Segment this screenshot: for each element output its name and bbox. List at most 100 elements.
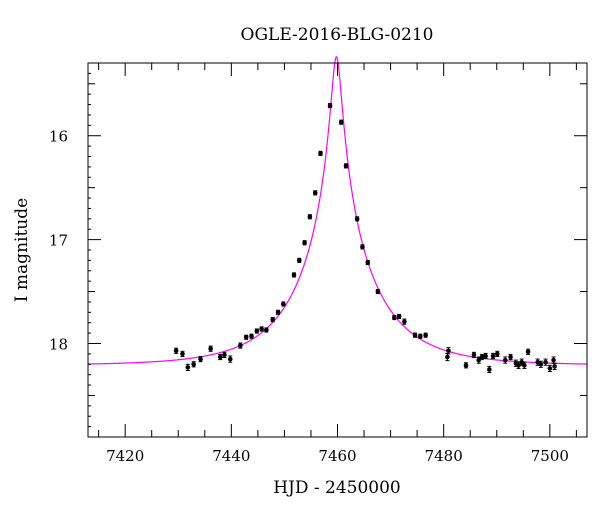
point-marker [338, 119, 344, 125]
data-point [516, 361, 521, 369]
data-point [259, 326, 264, 332]
point-marker [238, 343, 243, 348]
point-marker [423, 332, 428, 338]
data-point [360, 244, 365, 250]
data-point [249, 333, 254, 339]
plot-frame [87, 62, 588, 438]
point-marker [525, 349, 531, 355]
data-point [551, 356, 556, 364]
point-marker [471, 352, 477, 358]
point-marker [327, 103, 333, 108]
point-marker [522, 363, 527, 368]
data-point [198, 355, 203, 363]
data-point [471, 351, 477, 359]
data-point [463, 362, 469, 369]
y-tick-label: 16 [49, 128, 68, 146]
data-point [173, 347, 179, 354]
data-point [318, 150, 323, 156]
data-point [302, 240, 307, 246]
point-marker [418, 333, 423, 339]
data-point [191, 361, 196, 368]
data-point [423, 332, 428, 338]
point-marker [254, 328, 260, 334]
data-point [412, 332, 418, 338]
point-marker [307, 214, 313, 220]
point-marker [312, 190, 318, 196]
data-point [494, 350, 500, 357]
data-point [327, 103, 333, 109]
point-marker [227, 356, 233, 362]
point-marker [502, 357, 508, 363]
data-point [243, 334, 249, 340]
point-marker [519, 359, 525, 365]
point-marker [354, 216, 360, 222]
chart-title: OGLE-2016-BLG-0210 [241, 25, 434, 45]
data-point [264, 327, 269, 333]
point-marker [375, 289, 381, 294]
data-point [338, 119, 344, 125]
point-marker [296, 258, 302, 263]
point-marker [392, 315, 397, 320]
point-marker [173, 348, 179, 354]
data-point [365, 259, 371, 266]
y-axis-label: I magnitude [12, 198, 32, 302]
point-marker [365, 260, 371, 265]
point-marker [180, 351, 185, 357]
point-marker [302, 240, 307, 246]
data-point [490, 352, 496, 360]
x-axis-label: HJD - 2450000 [273, 478, 401, 498]
data-point [307, 214, 313, 220]
point-marker [249, 333, 254, 339]
point-marker [217, 354, 223, 360]
data-point [238, 342, 243, 349]
point-marker [264, 327, 269, 333]
point-marker [551, 357, 556, 363]
point-marker [318, 151, 323, 156]
point-marker [360, 244, 365, 250]
data-point [312, 190, 318, 196]
data-point [446, 347, 451, 355]
model-curve-layer [88, 56, 588, 365]
model-curve [88, 56, 588, 365]
point-marker [412, 332, 418, 338]
data-point [275, 309, 281, 315]
data-point [296, 257, 302, 263]
point-marker [547, 366, 553, 371]
data-point [208, 345, 213, 352]
point-marker [516, 363, 521, 368]
data-point [522, 361, 527, 369]
data-point [525, 348, 531, 355]
point-marker [198, 356, 203, 362]
y-tick-label: 18 [49, 336, 68, 354]
point-marker [185, 365, 191, 370]
data-point [222, 351, 227, 359]
point-marker [281, 301, 286, 307]
data-point [547, 364, 553, 373]
point-marker [490, 353, 496, 359]
point-marker [243, 334, 249, 340]
point-marker [222, 352, 227, 358]
data-point [445, 352, 450, 362]
data-point [508, 353, 513, 361]
point-marker [463, 363, 469, 368]
point-marker [487, 367, 492, 372]
data-point [483, 352, 488, 360]
data-point [552, 362, 557, 370]
point-marker [543, 359, 548, 365]
data-point [254, 328, 260, 334]
data-point [502, 356, 508, 364]
x-tick-label: 7440 [212, 447, 250, 465]
point-marker [396, 314, 402, 319]
data-point [402, 318, 407, 325]
point-marker [552, 364, 557, 369]
data-point [396, 313, 402, 320]
data-point [392, 314, 397, 321]
data-point [180, 350, 185, 357]
data-point [479, 353, 485, 361]
point-marker [191, 361, 196, 367]
point-marker [270, 317, 276, 322]
point-marker [208, 346, 213, 351]
point-marker [483, 353, 488, 359]
data-point [281, 301, 286, 307]
